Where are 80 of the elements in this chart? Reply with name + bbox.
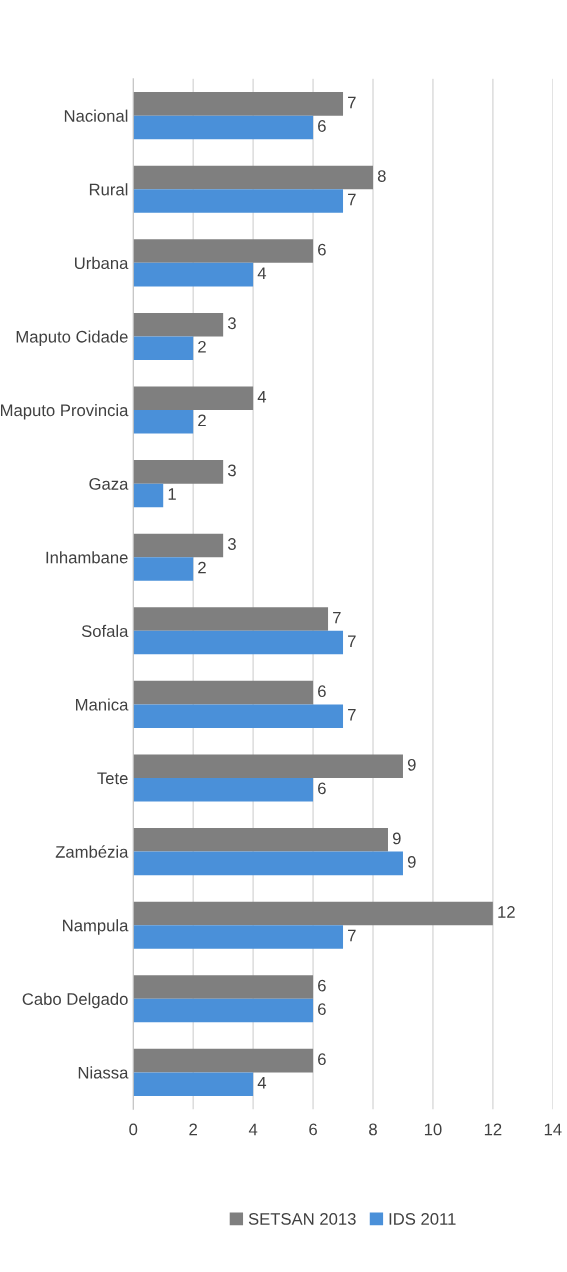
- data-label: 12: [498, 906, 515, 918]
- data-label: 2: [198, 561, 206, 574]
- bar: [133, 975, 314, 999]
- data-label: 6: [318, 979, 326, 992]
- data-label: 2: [198, 340, 206, 353]
- data-label: 6: [318, 243, 326, 256]
- bar: [133, 607, 329, 631]
- y-tick-label: Nacional: [64, 109, 128, 122]
- bar: [133, 336, 194, 360]
- bar: [133, 998, 314, 1023]
- x-tick-label: 14: [544, 1123, 562, 1136]
- y-tick-label: Maputo Provincia: [0, 404, 129, 420]
- bar: [133, 925, 344, 949]
- bar: [133, 1048, 314, 1073]
- y-tick-label: Zambézia: [55, 845, 129, 858]
- legend-label: IDS 2011: [389, 1213, 456, 1225]
- bar: [133, 704, 344, 728]
- x-tick-label: 0: [129, 1123, 138, 1136]
- data-label: 7: [348, 929, 356, 942]
- data-label: 4: [257, 391, 267, 403]
- y-tick-label: Cabo Delgado: [22, 992, 128, 1009]
- x-tick-label: 8: [369, 1123, 377, 1136]
- bar: [133, 533, 224, 558]
- data-label: 7: [348, 96, 356, 109]
- bar: [133, 165, 374, 190]
- x-tick-label: 10: [424, 1123, 442, 1136]
- bar: [133, 410, 194, 434]
- data-label: 7: [348, 635, 356, 647]
- data-label: 8: [377, 170, 386, 182]
- x-tick-label: 2: [189, 1123, 197, 1136]
- y-tick-label: Sofala: [81, 624, 129, 638]
- bar: [133, 483, 164, 508]
- y-tick-label: Niassa: [78, 1066, 129, 1079]
- bar: [133, 262, 254, 287]
- bar: [133, 239, 314, 263]
- bar: [133, 778, 314, 802]
- data-label: 3: [227, 317, 236, 330]
- x-tick-label: 6: [309, 1123, 317, 1136]
- y-tick-label: Rural: [89, 183, 128, 196]
- y-tick-label: Gaza: [89, 478, 129, 490]
- data-label: 2: [198, 414, 206, 427]
- legend-label: SETSAN 2013: [248, 1213, 356, 1225]
- y-tick-label: Inhambane: [46, 551, 128, 564]
- bar: [133, 630, 344, 655]
- bar: [133, 851, 403, 876]
- bar: [133, 386, 254, 411]
- data-label: 9: [392, 832, 401, 845]
- x-tick-label: 12: [484, 1123, 502, 1136]
- data-label: 9: [407, 758, 416, 771]
- y-tick-label: Maputo Cidade: [16, 330, 128, 346]
- data-label: 6: [318, 685, 326, 698]
- data-label: 4: [257, 1077, 267, 1089]
- x-tick-label: 4: [248, 1123, 258, 1136]
- data-label: 9: [407, 856, 416, 868]
- bar: [133, 557, 194, 581]
- data-label: 7: [348, 709, 356, 721]
- bar: [133, 828, 388, 852]
- data-label: 4: [257, 267, 267, 279]
- bar: [133, 92, 344, 116]
- y-tick-label: Manica: [76, 698, 129, 711]
- data-label: 7: [333, 611, 341, 624]
- bar: [133, 754, 403, 779]
- data-label: 3: [227, 464, 236, 477]
- bar: [133, 901, 493, 926]
- data-label: 1: [168, 488, 176, 500]
- bar: [133, 460, 224, 484]
- bar: [133, 312, 224, 337]
- bar: [133, 189, 344, 213]
- data-label: 7: [348, 193, 356, 206]
- data-label: 6: [318, 120, 326, 132]
- data-label: 3: [227, 538, 236, 550]
- bar: [133, 115, 314, 140]
- data-label: 6: [318, 1003, 326, 1016]
- y-tick-label: Tete: [97, 772, 128, 785]
- y-tick-label: Nampula: [63, 919, 129, 935]
- data-label: 6: [318, 782, 326, 795]
- bar: [133, 680, 314, 705]
- y-tick-label: Urbana: [75, 256, 129, 270]
- bar: [133, 1072, 254, 1096]
- data-label: 6: [318, 1053, 326, 1066]
